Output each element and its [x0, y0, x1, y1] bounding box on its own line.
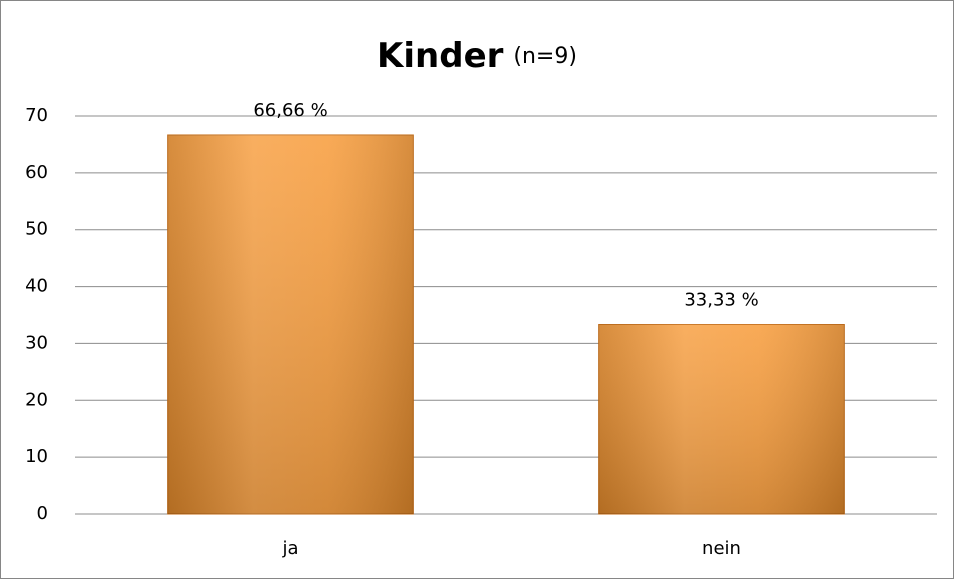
y-tick-label: 70 [25, 105, 48, 126]
value-label: 33,33 % [684, 289, 758, 310]
bar [167, 134, 414, 515]
y-tick-label: 30 [25, 332, 48, 353]
y-tick-label: 20 [25, 389, 48, 410]
chart-title: Kinder [377, 36, 504, 76]
chart-title-group: Kinder (n=9) [377, 36, 577, 76]
y-tick-label: 60 [25, 162, 48, 183]
bar [598, 323, 845, 515]
y-tick-label: 0 [37, 503, 48, 524]
x-tick-label: nein [702, 538, 741, 559]
value-label: 66,66 % [253, 100, 327, 121]
y-tick-label: 40 [25, 276, 48, 297]
y-tick-label: 50 [25, 219, 48, 240]
y-tick-label: 10 [25, 446, 48, 467]
x-tick-label: ja [281, 538, 298, 559]
chart-subtitle: (n=9) [513, 44, 577, 69]
